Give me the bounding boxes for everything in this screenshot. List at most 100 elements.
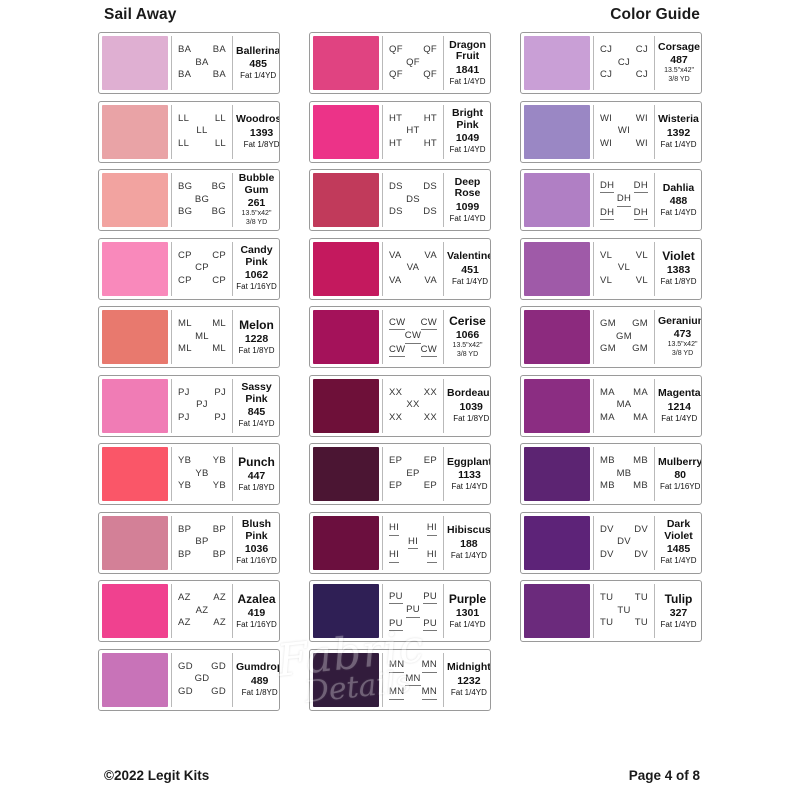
fabric-name: Bordeaux <box>447 387 491 399</box>
fabric-code: PJ <box>196 399 208 411</box>
fabric-info: Geranium47313.5"x42"3/8 YD <box>655 307 701 367</box>
code-row: LL LL <box>172 138 232 151</box>
fabric-swatch-card[interactable]: VA VA VA VA VA Valentine 451 Fat 1/4YD <box>309 237 491 300</box>
fabric-swatch-card[interactable]: MB MB MB MB MB Mulberry 80 Fat 1/16YD <box>520 443 702 505</box>
code-grid: ML ML ML ML ML <box>171 310 233 364</box>
fabric-code: LL <box>196 125 208 137</box>
code-row: HI HI <box>383 549 443 563</box>
fabric-code: VL <box>600 274 613 286</box>
code-row: CJ CJ <box>594 69 654 82</box>
code-row: ML ML <box>172 343 232 356</box>
fabric-swatch-card[interactable]: XX XX XX XX XX Bordeaux 1039 Fat 1/8YD <box>309 374 491 437</box>
fabric-name: Ballerina <box>236 44 280 57</box>
fabric-name: Cerise <box>449 314 486 328</box>
fabric-code: GD <box>211 685 226 697</box>
code-grid: BP BP BP BP BP <box>171 515 233 570</box>
fabric-swatch-card[interactable]: ML ML ML ML ML Melon 1228 Fat 1/8YD <box>98 306 280 368</box>
fabric-swatch-card[interactable]: CW CW CW CW CW Cerise 1066 13.5"x42" 3/8 YD <box>309 306 491 368</box>
color-swatch <box>102 515 168 570</box>
fat-quarter-amount: Fat 1/4YD <box>661 413 698 423</box>
fabric-number: 80 <box>674 469 687 481</box>
fabric-code: BP <box>195 536 209 548</box>
fabric-swatch-card[interactable]: PJ PJ PJ PJ PJ Sassy Pink 845 Fat 1/4YD <box>98 374 280 437</box>
fabric-info: Bright Pink 1049 Fat 1/4YD <box>444 102 490 162</box>
fabric-swatch-card[interactable]: PU PU PU PU PU Purple 1301 Fat 1/4YD <box>309 580 491 642</box>
fabric-name: Woodrose <box>236 113 279 125</box>
fabric-swatch-card[interactable]: HI HI HI HI HI Hibiscus 188 Fat 1/4YD <box>309 511 491 574</box>
fabric-swatch-card[interactable]: YB YB YB YB YB Punch 447 Fat 1/8YD <box>98 443 280 505</box>
fabric-code: CP <box>212 249 226 261</box>
code-row: DH DH <box>594 180 654 194</box>
fabric-swatch-card[interactable]: CP CP CP CP CP Candy Pink 1062 Fat 1/16YD <box>98 237 280 300</box>
code-row: TU TU <box>594 592 654 605</box>
fabric-swatch-card[interactable]: VL VL VL VL VL Violet 1383 Fat 1/8YD <box>520 237 702 300</box>
fabric-swatch-card[interactable]: WI WI WI WI WI Wisteria 1392 Fat 1/4YD <box>520 100 702 163</box>
fabric-code: MB <box>633 455 648 467</box>
cut-size: 13.5"x42" <box>664 67 694 75</box>
fabric-info: Ballerina 485 Fat 1/4YD <box>233 33 280 93</box>
fabric-info: Eggplant 1133 Fat 1/4YD <box>444 444 490 504</box>
fabric-info: Magenta 1214 Fat 1/4YD <box>655 376 701 436</box>
fabric-swatch-card[interactable]: MA MA MA MA MA Magenta 1214 Fat 1/4YD <box>520 374 702 437</box>
fabric-code: AZ <box>178 592 191 604</box>
fabric-info: Gumdrop 489 Fat 1/8YD <box>233 650 279 710</box>
fabric-code: BG <box>178 206 193 218</box>
fabric-swatch-card[interactable]: BA BA BA BA BA Ballerina 485 Fat 1/4YD <box>98 32 280 94</box>
code-row: XX XX <box>383 412 443 425</box>
code-row: YB YB <box>172 480 232 493</box>
fabric-swatch-card[interactable]: GMGMGMGMGMGeranium47313.5"x42"3/8 YD <box>520 306 702 368</box>
code-grid: TU TU TU TU TU <box>593 584 655 638</box>
copyright-text: ©2022 Legit Kits <box>104 768 210 783</box>
fabric-info: Tulip 327 Fat 1/4YD <box>655 581 701 641</box>
fabric-code: VA <box>389 249 402 261</box>
fabric-swatch-card[interactable]: AZ AZ AZ AZ AZ Azalea 419 Fat 1/16YD <box>98 580 280 642</box>
fabric-number: 485 <box>249 58 267 70</box>
fabric-swatch-card[interactable]: QF QF QF QF QF Dragon Fruit 1841 Fat 1/4YD <box>309 32 491 94</box>
color-swatch <box>524 36 590 90</box>
fabric-code: DS <box>423 181 437 193</box>
fabric-code: TU <box>634 592 648 604</box>
code-row: MB <box>594 468 654 481</box>
fabric-swatch-card[interactable]: DS DS DS DS DS Deep Rose 1099 Fat 1/4YD <box>309 169 491 231</box>
fabric-swatch-card[interactable]: GD GD GD GD GD Gumdrop 489 Fat 1/8YD <box>98 648 280 711</box>
code-row: BP <box>172 536 232 549</box>
fabric-swatch-card[interactable]: LL LL LL LL LL Woodrose1393Fat 1/8YD <box>98 100 280 163</box>
fabric-swatch-card[interactable]: DV DV DV DV DV Dark Violet 1485 Fat 1/4YD <box>520 511 702 574</box>
color-swatch <box>313 652 379 707</box>
fabric-code: CJ <box>617 56 631 68</box>
fabric-info: Mulberry 80 Fat 1/16YD <box>655 444 701 504</box>
fabric-swatch-card[interactable]: DH DH DH DH DH Dahlia 488 Fat 1/4YD <box>520 169 702 231</box>
code-grid: CW CW CW CW CW <box>382 310 444 364</box>
fabric-swatch-card[interactable]: BG BG BG BG BG Bubble Gum 261 13.5"x42" 3/8 YD <box>98 169 280 231</box>
fabric-code: XX <box>423 386 437 398</box>
fabric-swatch-card[interactable]: CJ CJ CJ CJ CJ Corsage 487 13.5"x42" 3/8 YD <box>520 32 702 94</box>
fabric-code: PJ <box>178 386 190 398</box>
fabric-code: TU <box>634 617 648 629</box>
fabric-name: Blush Pink <box>241 518 272 542</box>
code-grid: LL LL LL LL LL <box>171 104 233 159</box>
fabric-code: EP <box>389 455 403 467</box>
fat-quarter-amount: Fat 1/4YD <box>450 550 487 560</box>
code-row: GM <box>594 331 654 344</box>
fabric-swatch-card[interactable]: TU TU TU TU TU Tulip 327 Fat 1/4YD <box>520 580 702 642</box>
code-row: CJ <box>594 57 654 70</box>
fabric-name: Midnight <box>447 661 491 673</box>
code-row: GD GD <box>172 661 232 674</box>
code-grid: PU PU PU PU PU <box>382 584 444 638</box>
fabric-swatch-card[interactable]: BP BP BP BP BP Blush Pink 1036 Fat 1/16YD <box>98 511 280 574</box>
code-row: HT HT <box>383 138 443 151</box>
fabric-swatch-card[interactable]: MN MN MN MN MN Midnight 1232 Fat 1/4YD <box>309 648 491 711</box>
code-row: YB <box>172 468 232 481</box>
fabric-code: DS <box>406 193 420 205</box>
fabric-code: TU <box>600 592 614 604</box>
code-row: CP CP <box>172 275 232 288</box>
fat-quarter-amount: Fat 1/4YD <box>449 213 486 223</box>
fabric-swatch-card[interactable]: HT HT HT HT HT Bright Pink 1049 Fat 1/4YD <box>309 100 491 163</box>
fabric-code: WI <box>600 112 613 124</box>
fabric-code: HT <box>389 112 403 124</box>
fabric-number: 489 <box>250 674 269 687</box>
cut-size: 3/8 YD <box>668 76 690 84</box>
fabric-name: Deep Rose <box>454 175 481 200</box>
code-row: EP EP <box>383 455 443 468</box>
fabric-swatch-card[interactable]: EP EP EP EP EP Eggplant 1133 Fat 1/4YD <box>309 443 491 505</box>
